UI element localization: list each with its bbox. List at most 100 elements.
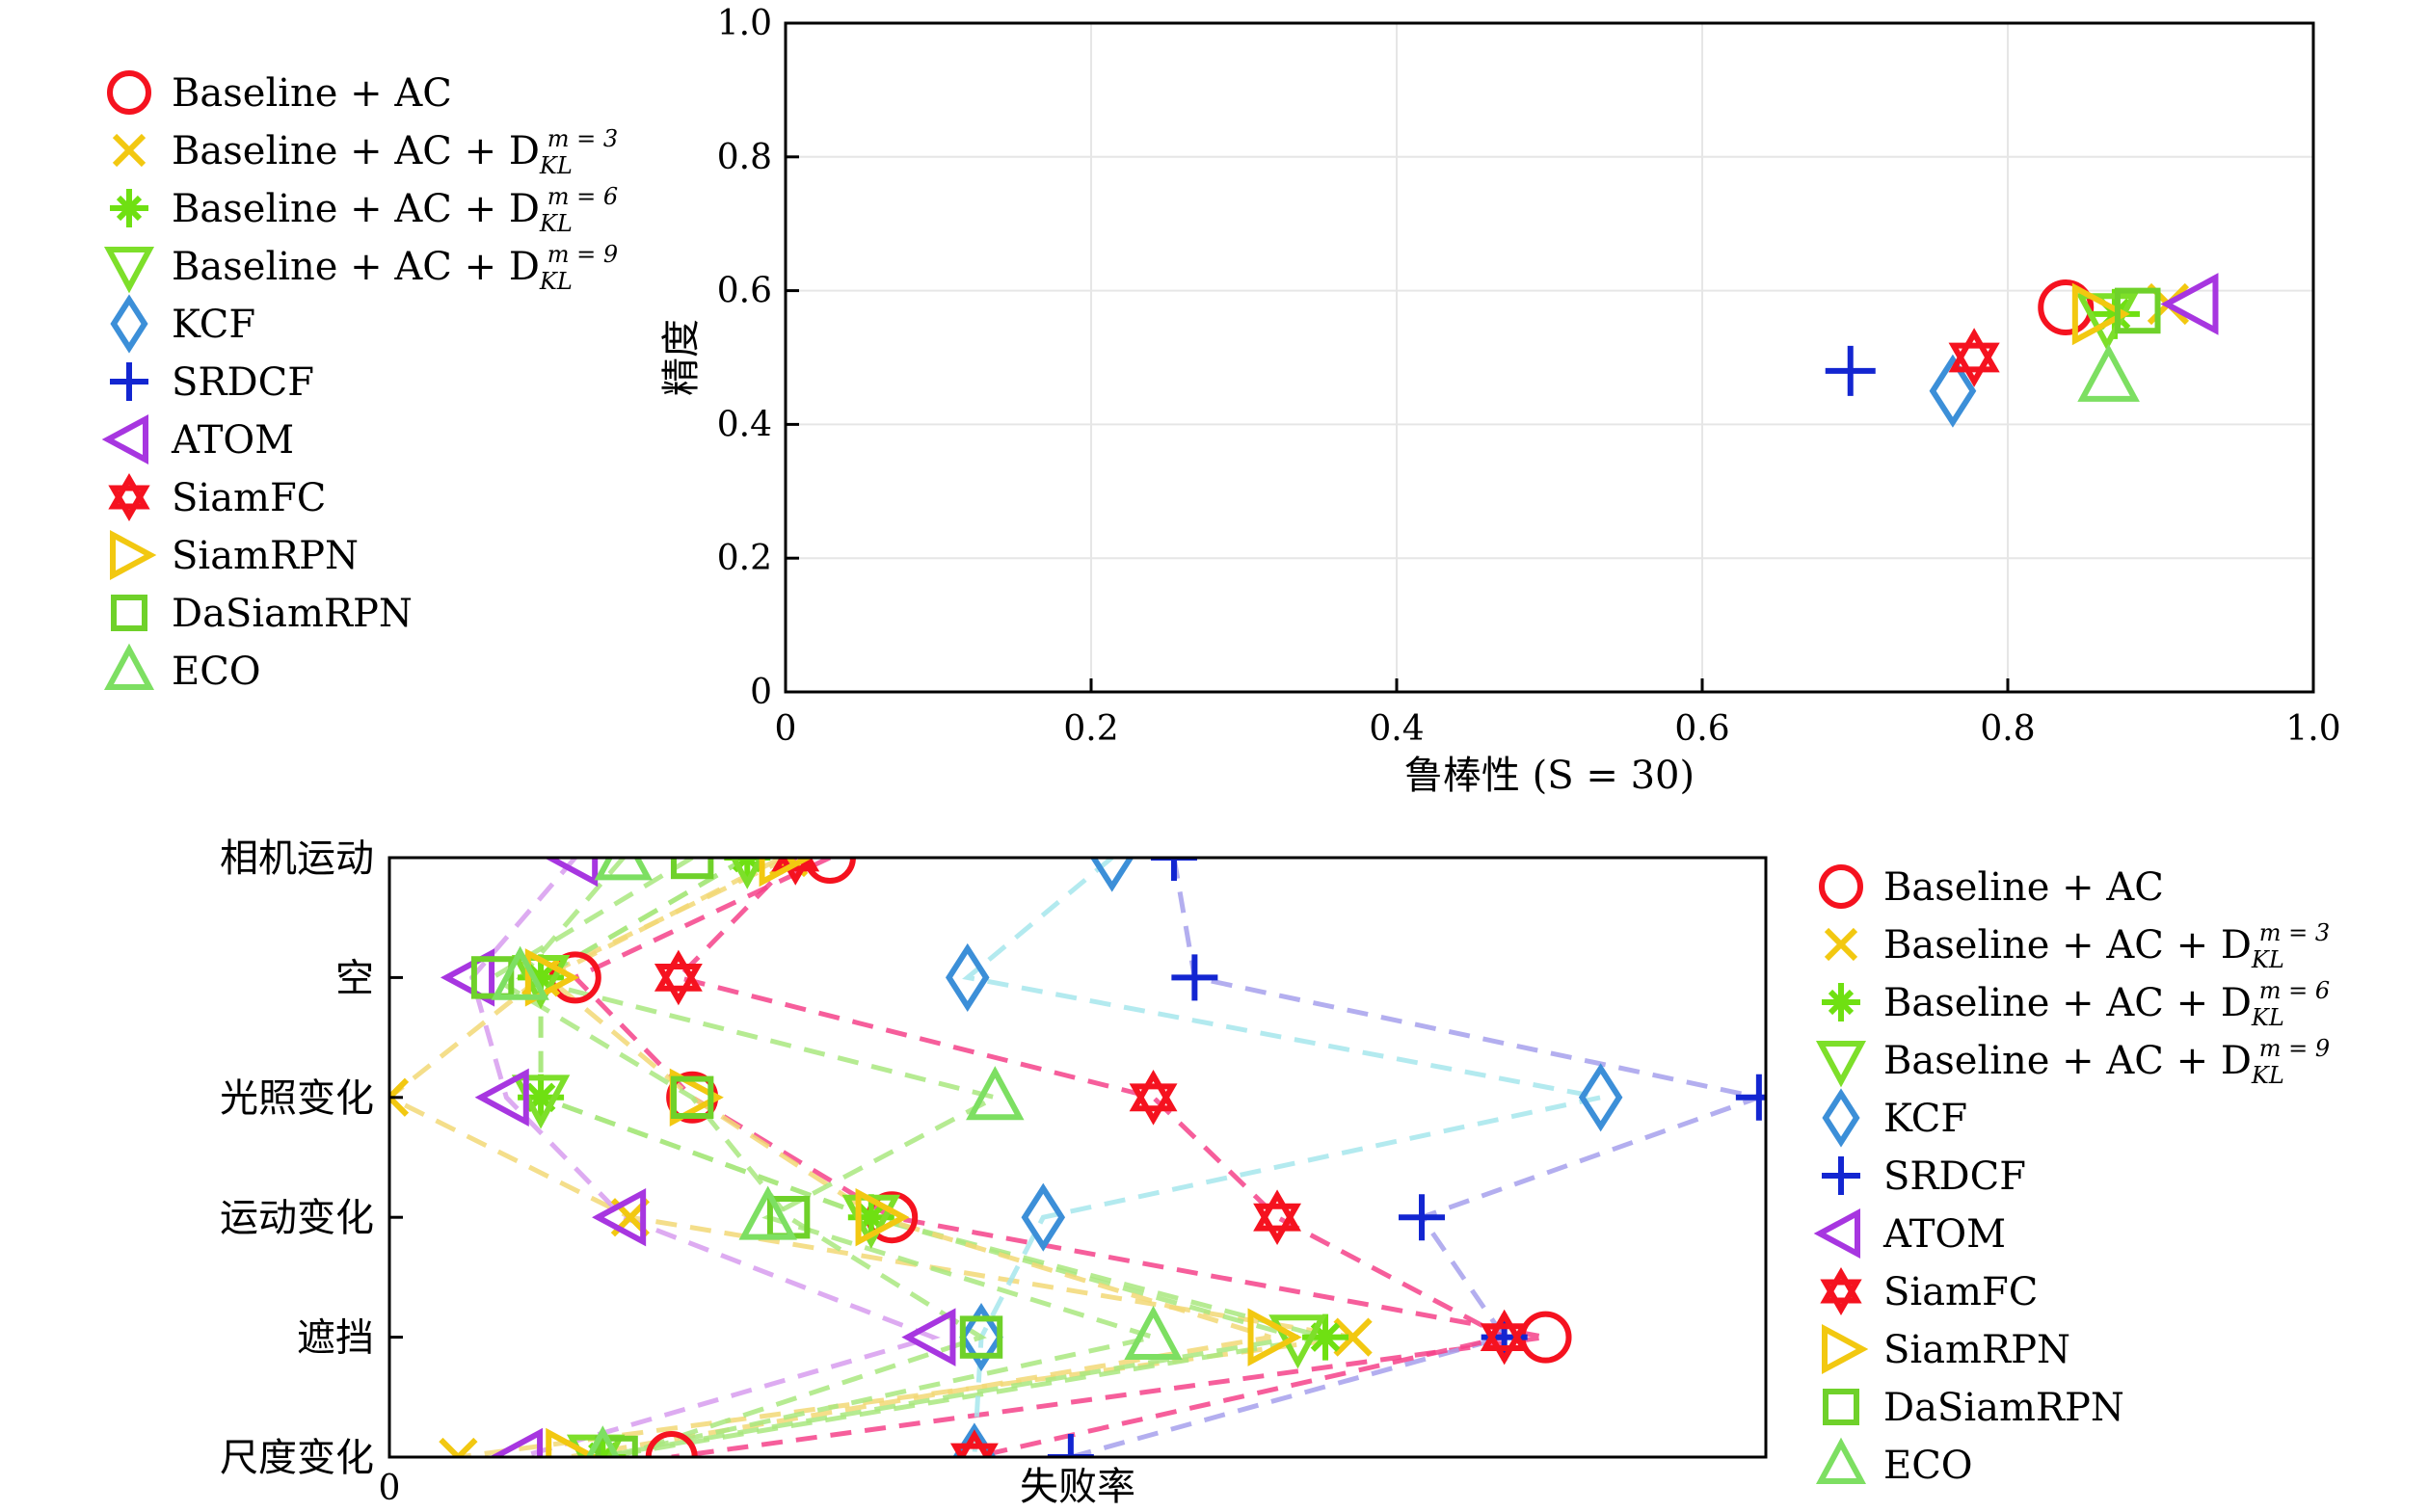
legend-top-label: SiamRPN xyxy=(172,534,359,578)
data-point xyxy=(670,1075,714,1119)
triangle-right-icon xyxy=(110,529,157,581)
diamond-icon xyxy=(110,294,148,354)
legend-bottom-item: Baseline + AC xyxy=(1819,864,2164,910)
data-point xyxy=(1948,328,2000,387)
y-tick-label: 1.0 xyxy=(717,4,772,43)
data-point xyxy=(524,948,579,1007)
data-point xyxy=(1399,1194,1445,1241)
triangle-right-icon xyxy=(1822,1323,1869,1375)
legend-bottom-item: Baseline + AC + DKLm = 3 xyxy=(1824,919,2330,973)
data-point xyxy=(518,1074,565,1121)
x-tick-label: 0 xyxy=(775,709,797,749)
data-point xyxy=(949,1429,999,1457)
y-tick-label: 空 xyxy=(335,956,374,1000)
data-point xyxy=(1825,345,1876,396)
x-tick-label: 0.4 xyxy=(1369,709,1424,749)
data-point xyxy=(803,858,856,884)
data-point xyxy=(1171,954,1218,1001)
legend-top-item: SiamRPN xyxy=(110,529,359,581)
legend-bottom-item: DaSiamRPN xyxy=(1823,1386,2124,1430)
plot-frame xyxy=(387,856,1768,1459)
data-point xyxy=(518,954,565,1001)
legend-top-label: DaSiamRPN xyxy=(172,592,413,636)
legend-top-item: SiamFC xyxy=(108,473,326,521)
triangle-up-icon xyxy=(103,643,155,690)
data-point xyxy=(945,942,990,1012)
legend-top-label: Baseline + AC xyxy=(172,71,452,116)
legend-top-item: Baseline + AC xyxy=(107,70,452,116)
legend-top-item: Baseline + AC + DKLm = 6 xyxy=(110,183,618,237)
x-axis-label: 鲁棒性 (S = 30) xyxy=(1404,754,1695,798)
legend-top-item: SRDCF xyxy=(110,360,314,405)
scatter-chart: 0 0.2 0.4 0.6 0.8 1.0 0 0.2 0.4 0.6 0.8 1.0 鲁棒性 (S =… xyxy=(101,4,2341,798)
series-line xyxy=(674,858,1511,1457)
y-tick-label: 0.6 xyxy=(717,272,772,311)
diamond-icon xyxy=(1822,1088,1860,1148)
data-point xyxy=(1150,858,1197,881)
data-point xyxy=(1253,1189,1302,1245)
data-point xyxy=(1089,858,1134,892)
data-point xyxy=(389,1077,410,1117)
legend-top-item: Baseline + AC + DKLm = 9 xyxy=(103,241,618,295)
legend-bottom-item: ECO xyxy=(1815,1437,1973,1488)
series-line xyxy=(516,858,1163,1457)
y-tick-label: 0.4 xyxy=(717,405,772,444)
square-icon xyxy=(111,595,147,631)
data-point xyxy=(2038,279,2095,335)
data-point xyxy=(1247,1308,1302,1366)
legend-top-label: KCF xyxy=(172,303,255,347)
data-point xyxy=(546,1427,601,1457)
circle-icon xyxy=(107,70,151,115)
data-point xyxy=(1480,1309,1529,1366)
data-point xyxy=(1047,1434,1094,1457)
hexagram-icon xyxy=(108,473,150,521)
y-tick-label: 光照变化 xyxy=(220,1076,374,1121)
legend-top-item: ATOM xyxy=(101,413,294,465)
data-point xyxy=(1021,1182,1066,1252)
legend-bottom-item: Baseline + AC + DKLm = 6 xyxy=(1822,977,2330,1031)
y-tick-label: 0 xyxy=(750,673,772,712)
triangle-up-icon xyxy=(1815,1437,1867,1484)
circle-icon xyxy=(1819,864,1863,909)
data-point xyxy=(2160,273,2219,335)
data-point xyxy=(594,858,653,881)
legend-bottom-item: SiamRPN xyxy=(1822,1323,2070,1375)
legend-bottom-label: KCF xyxy=(1883,1097,1967,1141)
data-point xyxy=(771,858,820,886)
series-line xyxy=(1070,858,1766,1457)
legend-top-item: DaSiamRPN xyxy=(111,592,413,636)
data-point xyxy=(645,1431,698,1457)
x-tick-label: 0.8 xyxy=(1980,709,2035,749)
x-icon xyxy=(1824,927,1858,962)
plus-icon xyxy=(1822,1156,1860,1195)
data-point xyxy=(544,858,599,888)
data-point xyxy=(959,1315,1003,1359)
legend-bottom-label: Baseline + AC xyxy=(1883,865,2164,910)
y-tick-label: 0.8 xyxy=(717,138,772,177)
triangle-left-icon xyxy=(101,413,148,465)
data-point xyxy=(2114,287,2161,334)
data-point xyxy=(592,1187,647,1247)
series-line xyxy=(543,858,1271,1457)
data-point xyxy=(470,956,515,999)
legend-bottom-label: SiamRPN xyxy=(1883,1328,2070,1372)
data-point xyxy=(1129,1070,1178,1126)
data-point xyxy=(759,858,814,888)
legend-bottom-label: Baseline + AC + DKLm = 6 xyxy=(1883,977,2330,1031)
asterisk-icon xyxy=(110,189,148,227)
square-icon xyxy=(1823,1389,1859,1425)
legend-bottom-label: SiamFC xyxy=(1883,1270,2038,1314)
data-point xyxy=(670,858,714,880)
data-point xyxy=(1302,1313,1349,1361)
legend-top-label: ECO xyxy=(172,650,261,694)
data-point xyxy=(488,1427,544,1457)
legend-bottom-item: KCF xyxy=(1822,1088,1967,1148)
x-tick-label: 1.0 xyxy=(2285,709,2340,749)
plus-icon xyxy=(110,362,148,401)
legend-bottom-label: Baseline + AC + DKLm = 3 xyxy=(1883,919,2330,973)
data-point xyxy=(2077,343,2140,402)
legend-bottom-label: SRDCF xyxy=(1883,1154,2026,1199)
data-point xyxy=(440,948,495,1007)
triangle-down-icon xyxy=(103,247,155,294)
